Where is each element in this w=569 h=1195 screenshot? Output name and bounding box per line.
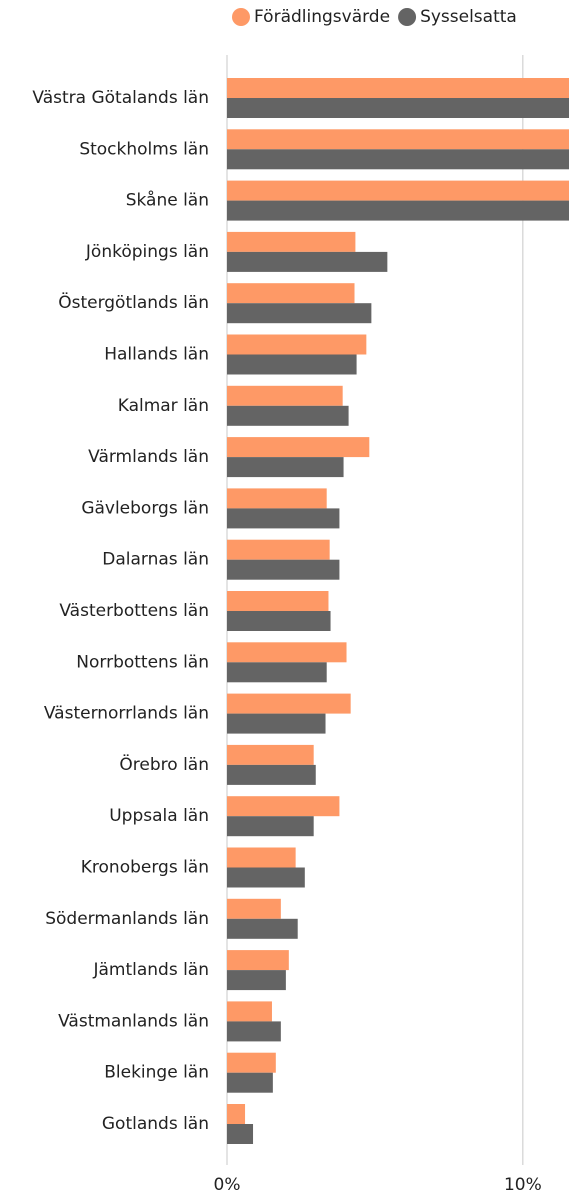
y-tick-label: Uppsala län xyxy=(109,806,209,826)
bar xyxy=(227,437,370,458)
bar xyxy=(227,970,286,991)
bars xyxy=(227,78,569,1144)
y-tick-label: Västernorrlands län xyxy=(44,704,209,724)
legend-swatch xyxy=(398,8,417,26)
x-tick-label: 0% xyxy=(214,1175,241,1195)
y-tick-label: Kalmar län xyxy=(118,396,209,416)
y-tick-label: Örebro län xyxy=(119,753,209,775)
y-tick-label: Gotlands län xyxy=(102,1114,209,1134)
bar xyxy=(227,693,351,714)
bar xyxy=(227,1052,276,1073)
y-tick-label: Jönköpings län xyxy=(85,242,209,262)
bar xyxy=(227,200,569,221)
bar xyxy=(227,180,569,201)
bar xyxy=(227,950,289,971)
bar xyxy=(227,354,357,375)
bar xyxy=(227,591,329,611)
y-tick-label: Dalarnas län xyxy=(102,550,209,570)
bar xyxy=(227,796,340,817)
bar xyxy=(227,867,305,888)
bar xyxy=(227,129,569,150)
y-tick-label: Stockholms län xyxy=(79,139,209,159)
bar xyxy=(227,1104,246,1124)
bar xyxy=(227,303,372,324)
bar xyxy=(227,1072,273,1093)
bar xyxy=(227,149,569,170)
bar xyxy=(227,559,340,580)
bar xyxy=(227,508,340,529)
legend-swatch xyxy=(232,8,250,26)
y-tick-label: Blekinge län xyxy=(104,1063,209,1083)
bar xyxy=(227,231,356,252)
bar xyxy=(227,713,326,734)
bar xyxy=(227,385,343,406)
bar xyxy=(227,764,316,785)
bar xyxy=(227,1124,254,1144)
y-tick-label: Skåne län xyxy=(126,190,209,211)
y-tick-label: Södermanlands län xyxy=(45,909,209,929)
bar xyxy=(227,539,330,560)
bar xyxy=(227,457,344,478)
bar xyxy=(227,488,327,509)
bar xyxy=(227,898,281,919)
legend-label: Förädlingsvärde xyxy=(254,7,390,27)
bar xyxy=(227,816,314,837)
bar xyxy=(227,1021,281,1042)
bar xyxy=(227,611,331,631)
legend-label: Sysselsatta xyxy=(420,7,517,27)
y-tick-label: Kronobergs län xyxy=(81,858,209,878)
y-tick-label: Västerbottens län xyxy=(59,601,209,621)
bar xyxy=(227,662,327,683)
y-tick-label: Norrbottens län xyxy=(76,652,209,672)
bar xyxy=(227,918,298,939)
y-tick-label: Västmanlands län xyxy=(58,1011,209,1031)
bar xyxy=(227,251,388,272)
bar xyxy=(227,334,367,355)
y-tick-label: Värmlands län xyxy=(88,447,209,467)
bar xyxy=(227,744,314,765)
bar xyxy=(227,1001,272,1022)
y-tick-label: Hallands län xyxy=(104,345,209,365)
bar xyxy=(227,847,296,868)
x-tick-label: 10% xyxy=(504,1175,542,1195)
bar xyxy=(227,283,355,304)
bar xyxy=(227,405,349,426)
bar xyxy=(227,642,347,663)
bar xyxy=(227,78,569,98)
y-tick-label: Gävleborgs län xyxy=(81,498,209,518)
y-tick-label: Jämtlands län xyxy=(92,960,209,980)
bar xyxy=(227,98,569,118)
y-tick-label: Västra Götalands län xyxy=(32,88,209,108)
y-tick-label: Östergötlands län xyxy=(58,291,209,313)
